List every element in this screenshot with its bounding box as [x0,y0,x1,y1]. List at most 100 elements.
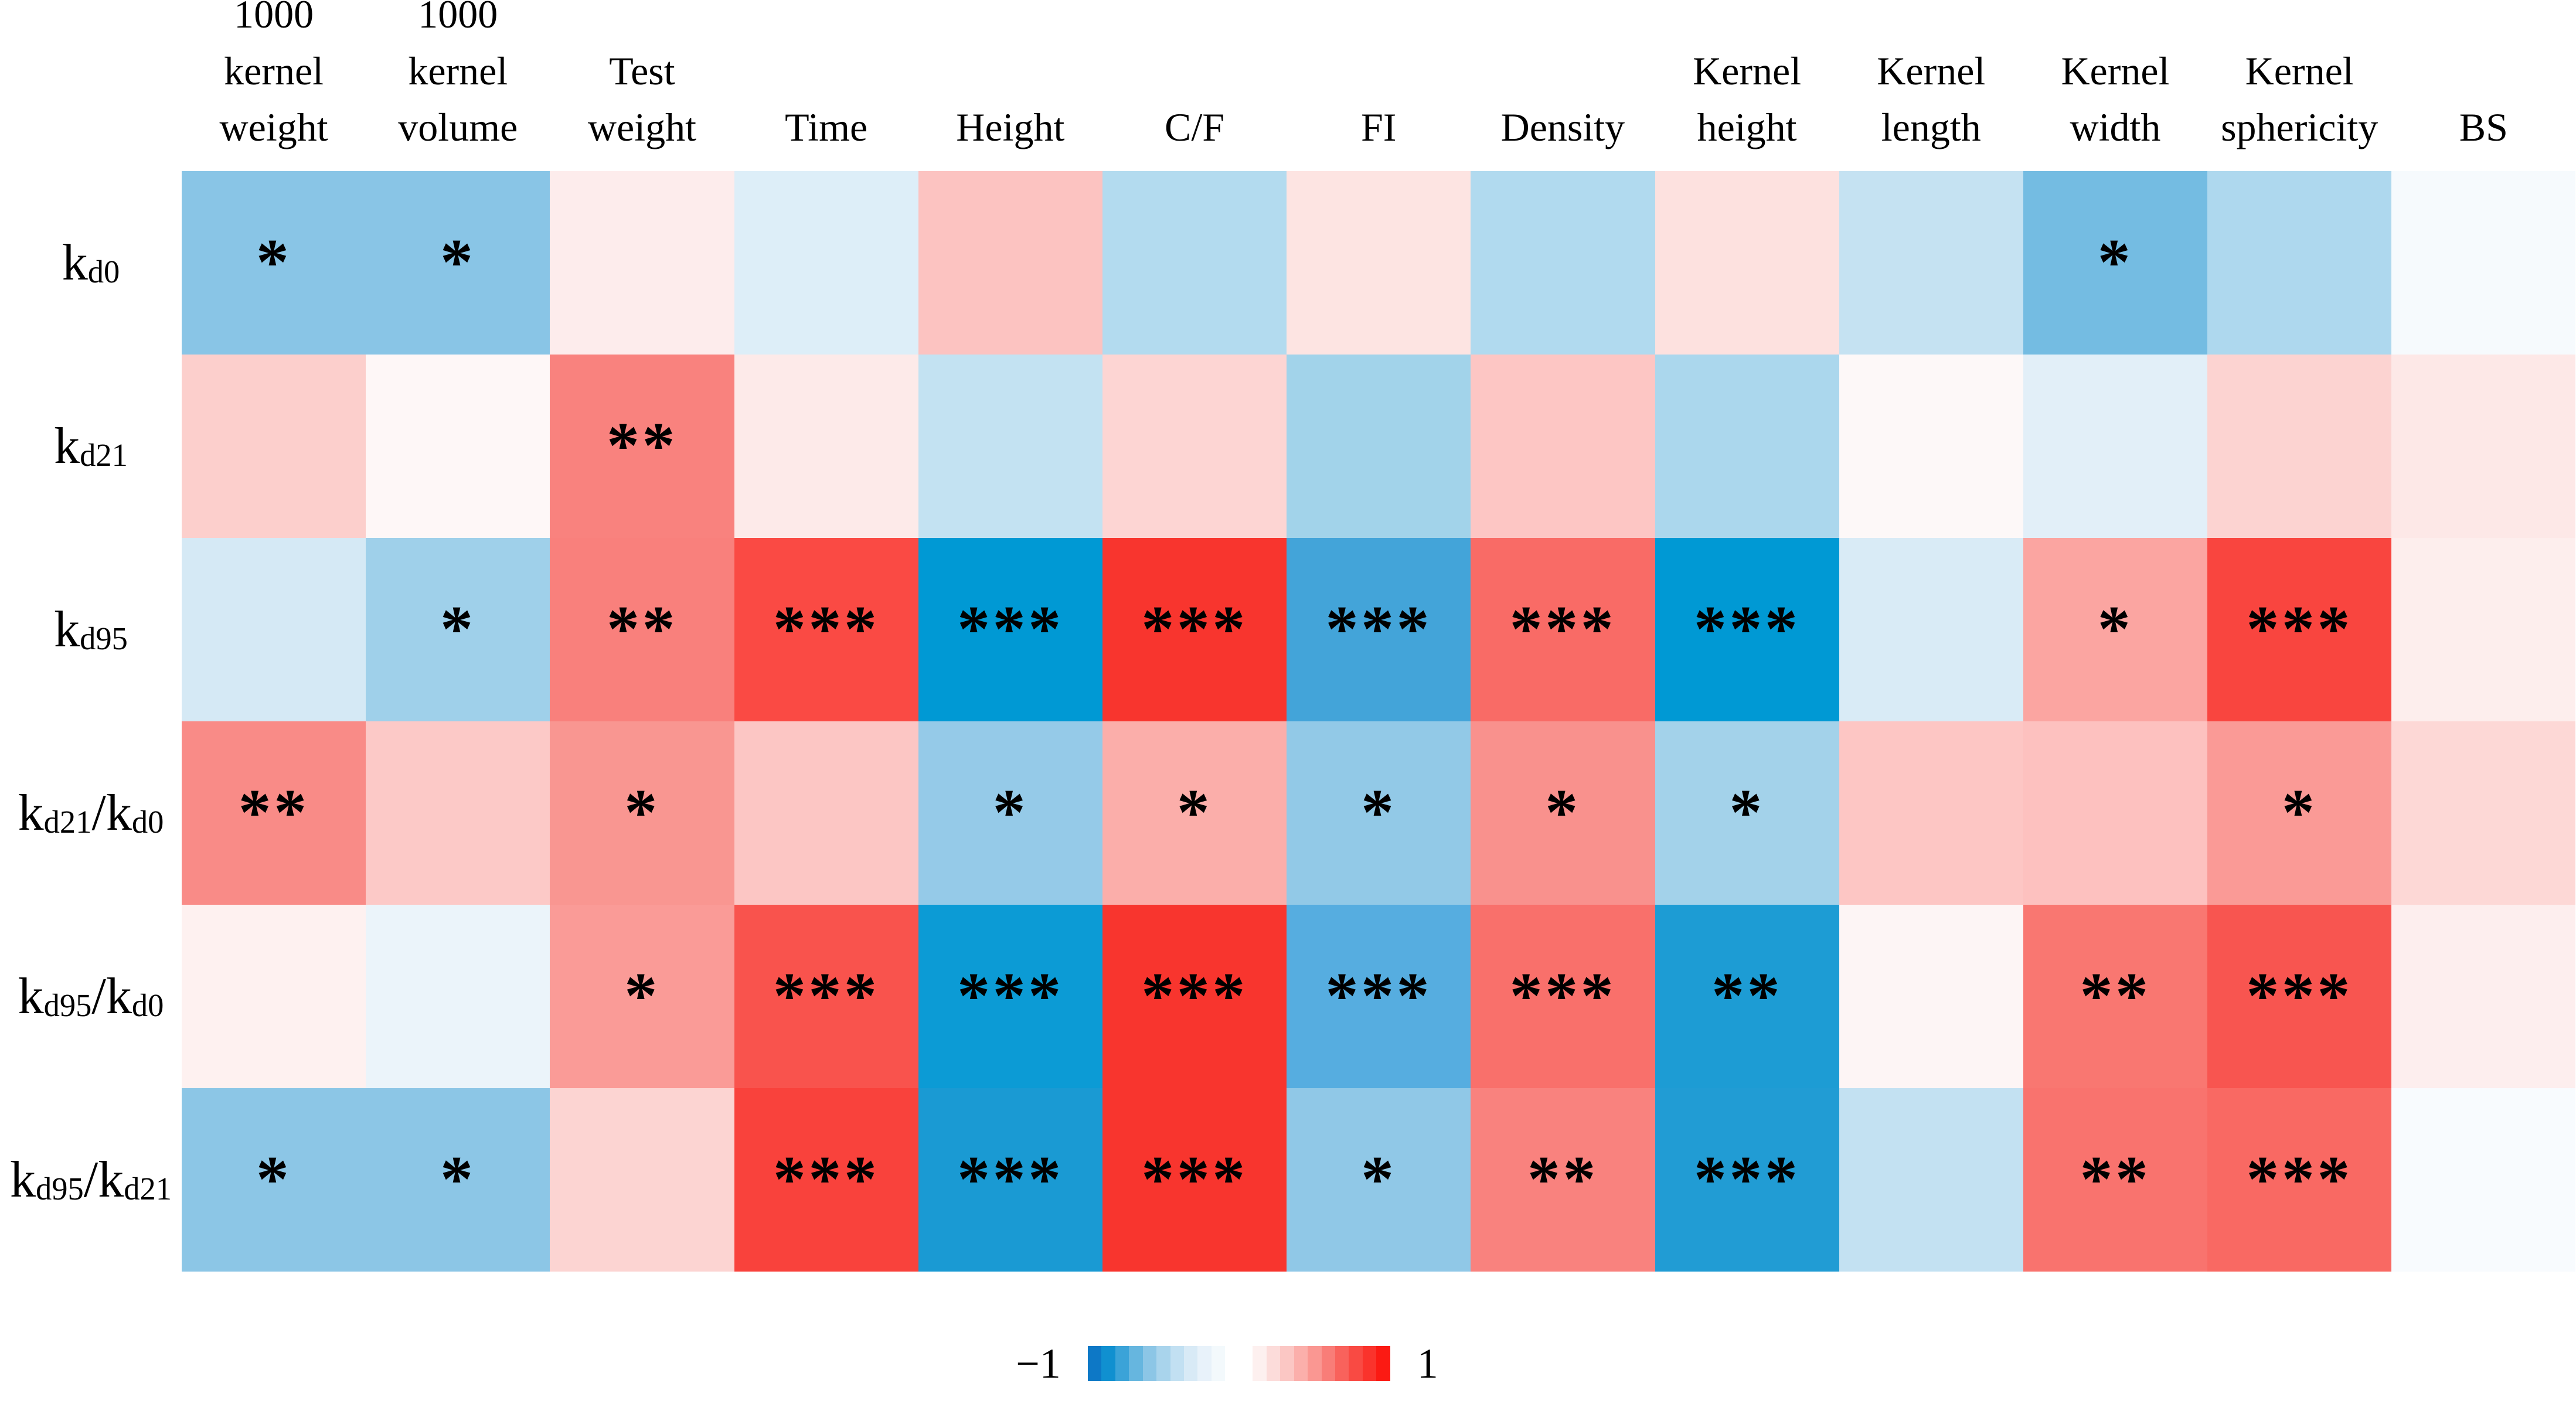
colorbar-step [1376,1346,1390,1381]
colorbar-step [1335,1346,1349,1381]
row-label-4: k d21/k d0 [18,784,164,841]
significance-stars: * [1176,776,1213,849]
significance-stars: * [1729,776,1765,849]
heatmap-cell-r3-c5: *** [918,538,1102,721]
heatmap-cell-r1-c12 [2207,171,2392,355]
heatmap-cell-r2-c3: ** [550,355,734,538]
significance-stars: *** [1693,593,1801,666]
heatmap-cell-r4-c8: * [1471,721,1655,905]
significance-stars: *** [2246,593,2353,666]
significance-stars: * [256,226,292,299]
colorbar-step [1321,1346,1335,1381]
heatmap-cell-r3-c12: *** [2207,538,2392,721]
heatmap-cell-r3-c11: * [2023,538,2208,721]
heatmap-cell-r3-c9: *** [1655,538,1839,721]
significance-stars: *** [1509,960,1617,1032]
column-header-8: Density [1500,105,1625,150]
heatmap-cell-r5-c10 [1839,905,2023,1088]
heatmap-cell-r4-c4 [734,721,918,905]
heatmap-cell-r1-c11: * [2023,171,2208,355]
row-label-2: k d21 [54,417,128,475]
heatmap-cell-r2-c8 [1471,355,1655,538]
colorbar-step [1294,1346,1308,1381]
heatmap-cell-r3-c6: *** [1102,538,1287,721]
heatmap-cell-r1-c4 [734,171,918,355]
colorbar-step [1087,1346,1102,1381]
heatmap-cell-r4-c10 [1839,721,2023,905]
significance-stars: *** [773,960,880,1032]
heatmap-cell-r5-c5: *** [918,905,1102,1088]
heatmap-cell-r1-c3 [550,171,734,355]
heatmap-cell-r5-c12: *** [2207,905,2392,1088]
column-header-1: 1000 kernel weight [219,0,328,150]
column-header-9: Kernel height [1693,48,1802,150]
heatmap-cell-r1-c10 [1839,171,2023,355]
significance-stars: *** [2246,1143,2353,1216]
column-header-6: C/F [1164,105,1225,150]
heatmap-cell-r1-c5 [918,171,1102,355]
significance-stars: *** [773,593,880,666]
heatmap-cell-r6-c13 [2391,1088,2576,1272]
heatmap-cell-r4-c6: * [1102,721,1287,905]
colorbar-step [1101,1346,1115,1381]
heatmap-cell-r5-c11: ** [2023,905,2208,1088]
significance-stars: * [2097,593,2133,666]
heatmap-cell-r4-c11 [2023,721,2208,905]
heatmap-cell-r5-c7: *** [1287,905,1471,1088]
heatmap-cell-r6-c11: ** [2023,1088,2208,1272]
heatmap-cell-r2-c2 [366,355,550,538]
significance-stars: *** [1325,593,1432,666]
heatmap-cell-r5-c1 [182,905,366,1088]
significance-stars: *** [957,960,1064,1032]
significance-stars: * [624,960,660,1032]
significance-stars: *** [773,1143,880,1216]
heatmap-cell-r6-c10 [1839,1088,2023,1272]
heatmap-cell-r3-c1 [182,538,366,721]
row-label-1: k d0 [62,234,120,291]
column-header-3: Test weight [587,48,696,150]
heatmap-cell-r6-c7: * [1287,1088,1471,1272]
significance-stars: * [992,776,1029,849]
heatmap-cell-r3-c2: * [366,538,550,721]
significance-stars: *** [957,1143,1064,1216]
significance-stars: ** [2080,1143,2151,1216]
column-header-5: Height [956,105,1065,150]
significance-stars: * [1360,776,1397,849]
significance-stars: *** [957,593,1064,666]
heatmap-cell-r4-c3: * [550,721,734,905]
heatmap-cell-r6-c12: *** [2207,1088,2392,1272]
heatmap-cell-r2-c7 [1287,355,1471,538]
colorbar-gradient [1087,1346,1390,1381]
significance-stars: * [440,226,476,299]
column-header-11: Kernel width [2061,48,2170,150]
heatmap-cell-r6-c1: * [182,1088,366,1272]
heatmap-cell-r6-c2: * [366,1088,550,1272]
heatmap-cell-r6-c6: *** [1102,1088,1287,1272]
heatmap-cell-r2-c11 [2023,355,2208,538]
heatmap-cell-r4-c1: ** [182,721,366,905]
column-header-7: FI [1360,105,1397,150]
row-label-3: k d95 [54,601,128,658]
row-label-5: k d95/k d0 [18,967,164,1025]
heatmap-cell-r4-c7: * [1287,721,1471,905]
significance-stars: * [440,1143,476,1216]
heatmap-cell-r4-c5: * [918,721,1102,905]
heatmap-cell-r2-c13 [2391,355,2576,538]
heatmap-cell-r2-c4 [734,355,918,538]
significance-stars: * [1360,1143,1397,1216]
significance-stars: ** [1711,960,1783,1032]
column-header-4: Time [785,105,868,150]
significance-stars: ** [238,776,309,849]
significance-stars: ** [2080,960,2151,1032]
heatmap-cell-r3-c13 [2391,538,2576,721]
colorbar-step [1280,1346,1294,1381]
colorbar-step [1156,1346,1170,1381]
column-header-10: Kernel length [1877,48,1986,150]
heatmap-cell-r4-c2 [366,721,550,905]
heatmap-cell-r6-c3 [550,1088,734,1272]
colorbar-step [1225,1346,1239,1381]
significance-stars: ** [606,593,678,666]
colorbar-step [1115,1346,1129,1381]
colorbar-max-label: 1 [1417,1340,1438,1387]
